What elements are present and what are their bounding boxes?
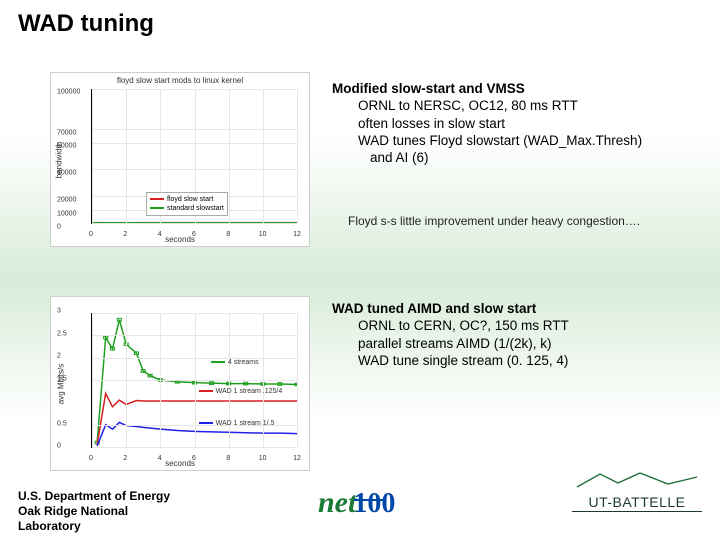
block1-line2: often losses in slow start <box>332 115 716 132</box>
chart1-title: floyd slow start mods to linux kernel <box>51 76 309 85</box>
logo-100-text: 100 <box>353 488 395 519</box>
block2-line3: WAD tune single stream (0. 125, 4) <box>332 352 714 369</box>
page-title: WAD tuning <box>18 10 154 38</box>
footer-affiliation: U.S. Department of Energy Oak Ridge Nati… <box>18 489 170 534</box>
chart2-plot-area: 4 streamsWAD 1 stream .125/4WAD 1 stream… <box>91 313 297 448</box>
block1-line1: ORNL to NERSC, OC12, 80 ms RTT <box>332 97 716 114</box>
footer-line2: Oak Ridge National <box>18 504 170 519</box>
utb-text: UT-BATTELLE <box>572 494 702 512</box>
footer-line1: U.S. Department of Energy <box>18 489 170 504</box>
logo-net-text: net <box>318 486 356 519</box>
block2-line2: parallel streams AIMD (1/(2k), k) <box>332 335 714 352</box>
block2-line1: ORNL to CERN, OC?, 150 ms RTT <box>332 317 714 334</box>
chart1-legend: floyd slow startstandard slowstart <box>146 192 228 216</box>
chart-aimd: avg Mbits/s seconds 4 streamsWAD 1 strea… <box>50 296 310 471</box>
block1-line3: WAD tunes Floyd slowstart (WAD_Max.Thres… <box>332 132 716 149</box>
text-block-aimd: WAD tuned AIMD and slow start ORNL to CE… <box>332 300 714 369</box>
logo-net100: net100 <box>318 486 395 520</box>
text-block-vmss: Modified slow-start and VMSS ORNL to NER… <box>332 80 716 166</box>
mountain-icon <box>572 471 702 489</box>
logo-ut-battelle: UT-BATTELLE <box>572 471 702 512</box>
note-congestion: Floyd s-s little improvement under heavy… <box>348 214 640 229</box>
block2-header: WAD tuned AIMD and slow start <box>332 300 714 317</box>
block1-line4: and AI (6) <box>332 149 716 166</box>
chart2-ylabel: avg Mbits/s <box>57 363 66 403</box>
chart-slowstart: floyd slow start mods to linux kernel ba… <box>50 72 310 247</box>
footer-line3: Laboratory <box>18 519 170 534</box>
block1-header: Modified slow-start and VMSS <box>332 80 716 97</box>
